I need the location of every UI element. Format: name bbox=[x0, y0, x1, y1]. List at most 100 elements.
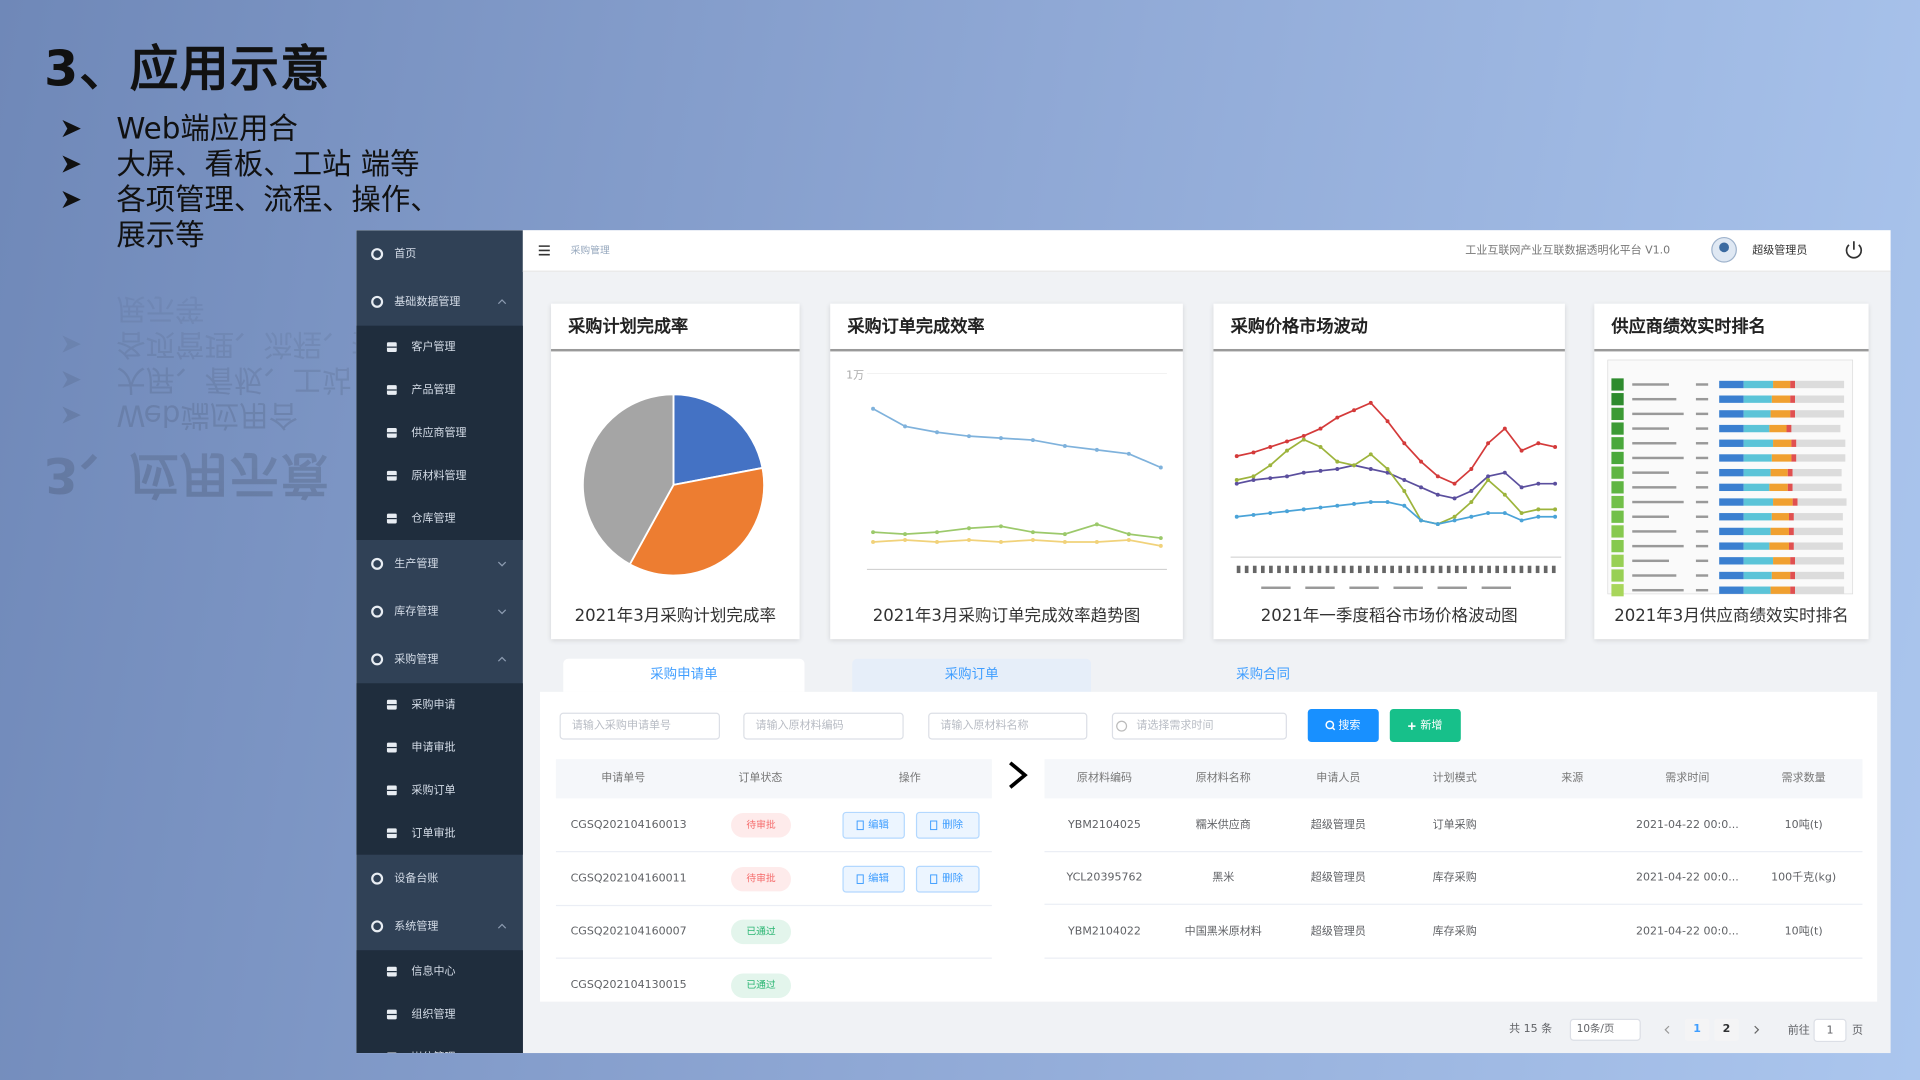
cell: 超级管理员 bbox=[1310, 925, 1366, 938]
action-label: 编辑 bbox=[868, 819, 889, 832]
cell: YBM2104025 bbox=[1068, 819, 1141, 832]
page-number: 1 bbox=[1693, 1023, 1701, 1036]
column-header: 申请单号 bbox=[601, 772, 646, 785]
tab[interactable] bbox=[852, 658, 1092, 692]
status-tag bbox=[731, 813, 792, 838]
title-reflection: 3、应用示意 bbox=[44, 445, 331, 503]
filter-input[interactable] bbox=[1111, 712, 1287, 740]
column-header: 原材料名称 bbox=[1195, 772, 1251, 785]
menu-label: 基础数据管理 bbox=[394, 295, 461, 308]
goto-unit: 页 bbox=[1852, 1024, 1864, 1038]
submenu bbox=[356, 325, 523, 540]
card-title: 采购订单完成效率 bbox=[847, 317, 985, 337]
table-header bbox=[1044, 759, 1863, 799]
panel bbox=[540, 691, 1878, 1002]
cell: 黑米 bbox=[1212, 871, 1235, 885]
page-button[interactable] bbox=[1714, 1018, 1739, 1041]
row-divider bbox=[1044, 903, 1863, 905]
cell: 超级管理员 bbox=[1310, 871, 1366, 885]
filter-input[interactable] bbox=[928, 712, 1088, 740]
cell: CGSQ202104160013 bbox=[570, 819, 687, 832]
submenu-label: 订单审批 bbox=[411, 827, 456, 840]
status-tag bbox=[731, 919, 792, 945]
tab-label: 采购合同 bbox=[1236, 666, 1290, 683]
cell: 超级管理员 bbox=[1310, 819, 1366, 832]
button[interactable] bbox=[1389, 708, 1461, 743]
filter-placeholder: 请选择需求时间 bbox=[1136, 720, 1214, 733]
cell: 10吨(t) bbox=[1784, 925, 1823, 938]
menu-label: 采购管理 bbox=[394, 653, 439, 666]
tab-label: 采购申请单 bbox=[650, 666, 718, 683]
submenu-label: 组织管理 bbox=[411, 1008, 456, 1021]
card-caption: 2021年一季度稻谷市场价格波动图 bbox=[1260, 606, 1518, 626]
filter-placeholder: 请输入采购申请单号 bbox=[571, 720, 672, 733]
page-number: 2 bbox=[1722, 1023, 1731, 1036]
card-title: 供应商绩效实时排名 bbox=[1611, 317, 1766, 337]
cell: 库存采购 bbox=[1432, 925, 1477, 938]
page-button[interactable] bbox=[1684, 1018, 1710, 1041]
card-title: 采购价格市场波动 bbox=[1230, 317, 1368, 337]
submenu-label: 产品管理 bbox=[411, 383, 456, 397]
card-divider bbox=[1213, 348, 1565, 352]
card-title: 采购计划完成率 bbox=[568, 317, 689, 337]
status-tag bbox=[731, 866, 792, 892]
filter-input[interactable] bbox=[743, 712, 904, 740]
column-header: 订单状态 bbox=[738, 772, 783, 785]
table-header bbox=[555, 759, 992, 799]
action-label: 编辑 bbox=[868, 873, 889, 886]
card-caption: 2021年3月供应商绩效实时排名 bbox=[1614, 606, 1849, 626]
row-divider bbox=[1044, 851, 1863, 853]
reflection: 3、应用示意 Web端应用合 大屏、看板、工站 端等 各项管理、流程、操作、展示等 bbox=[0, 0, 735, 544]
button-label: 搜索 bbox=[1338, 720, 1361, 733]
cell: 2021-04-22 00:0... bbox=[1635, 871, 1739, 885]
submenu-label: 仓库管理 bbox=[411, 512, 456, 525]
status-label: 待审批 bbox=[746, 873, 776, 885]
submenu-label: 信息中心 bbox=[411, 965, 456, 978]
action-button[interactable] bbox=[842, 811, 905, 839]
status-label: 已通过 bbox=[746, 979, 776, 991]
row-divider bbox=[555, 904, 992, 907]
cell: YCL20395762 bbox=[1066, 871, 1143, 885]
slide-title: 3、应用示意 bbox=[44, 41, 331, 98]
action-button[interactable] bbox=[915, 865, 980, 893]
column-header: 来源 bbox=[1561, 772, 1584, 785]
tab[interactable] bbox=[563, 658, 805, 692]
row-divider bbox=[555, 957, 992, 959]
cell: 糯米供应商 bbox=[1195, 819, 1251, 832]
filter-placeholder: 请输入原材料名称 bbox=[940, 720, 1029, 733]
cell: 中国黑米原材料 bbox=[1184, 925, 1262, 938]
menu-label: 库存管理 bbox=[394, 605, 439, 618]
action-button[interactable] bbox=[915, 811, 980, 839]
submenu-label: 申请审批 bbox=[411, 741, 456, 754]
submenu bbox=[356, 683, 523, 855]
column-header: 需求时间 bbox=[1665, 772, 1710, 785]
column-header: 申请人员 bbox=[1316, 772, 1361, 785]
cell: 10吨(t) bbox=[1784, 819, 1823, 832]
submenu-label: 供应商管理 bbox=[411, 426, 467, 439]
submenu-label: 客户管理 bbox=[411, 341, 456, 354]
card bbox=[1594, 303, 1869, 640]
cell: YBM2104022 bbox=[1068, 925, 1141, 938]
action-label: 删除 bbox=[942, 819, 964, 832]
breadcrumb: 采购管理 bbox=[570, 244, 610, 256]
card-divider bbox=[1594, 348, 1869, 352]
cell: 2021-04-22 00:0... bbox=[1635, 925, 1739, 938]
menu-label: 设备台账 bbox=[394, 872, 439, 885]
action-button[interactable] bbox=[842, 865, 905, 893]
row-divider bbox=[555, 851, 992, 853]
page-size-select[interactable] bbox=[1569, 1018, 1641, 1041]
tab-label: 采购订单 bbox=[944, 666, 999, 683]
column-header: 原材料编码 bbox=[1076, 772, 1133, 785]
filter-placeholder: 请输入原材料编码 bbox=[755, 720, 844, 733]
card-caption: 2021年3月采购计划完成率 bbox=[574, 606, 776, 626]
goto-input[interactable] bbox=[1813, 1018, 1847, 1043]
header bbox=[522, 230, 1891, 272]
bullet-arrow bbox=[62, 335, 81, 353]
button[interactable] bbox=[1307, 708, 1379, 743]
cell: 订单采购 bbox=[1432, 819, 1477, 832]
filter-input[interactable] bbox=[559, 712, 720, 740]
card-divider bbox=[830, 348, 1183, 352]
column-header: 操作 bbox=[898, 772, 921, 785]
